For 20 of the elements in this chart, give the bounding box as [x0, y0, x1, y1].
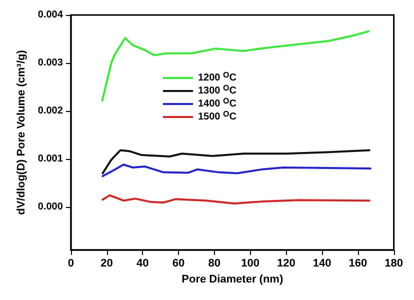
y-tick-label: 0.004: [38, 10, 64, 20]
x-tick-label: 40: [136, 258, 149, 270]
x-tick-label: 180: [384, 258, 404, 270]
line-series: [102, 149, 370, 174]
x-tick-label: 100: [241, 258, 260, 270]
x-tick-label: 160: [348, 258, 368, 270]
x-tick-label: 0: [68, 258, 74, 270]
line-series: [102, 164, 372, 178]
x-axis-title: Pore Diameter (nm): [182, 274, 284, 286]
x-tick-label: 60: [172, 258, 185, 270]
line-series: [102, 194, 370, 204]
x-tick-label: 140: [312, 258, 332, 270]
y-tick-label: 0.000: [38, 201, 64, 212]
y-tick-label: 0.002: [38, 105, 64, 116]
y-tick-label: 0.003: [38, 57, 64, 68]
x-tick-label: 20: [100, 258, 113, 270]
x-tick-label: 120: [277, 258, 296, 270]
x-tick-label: 80: [208, 258, 221, 270]
y-tick-label: 0.001: [38, 153, 64, 164]
y-axis-title: dV/dlog(D) Pore Volume (cm³/g): [16, 50, 28, 215]
